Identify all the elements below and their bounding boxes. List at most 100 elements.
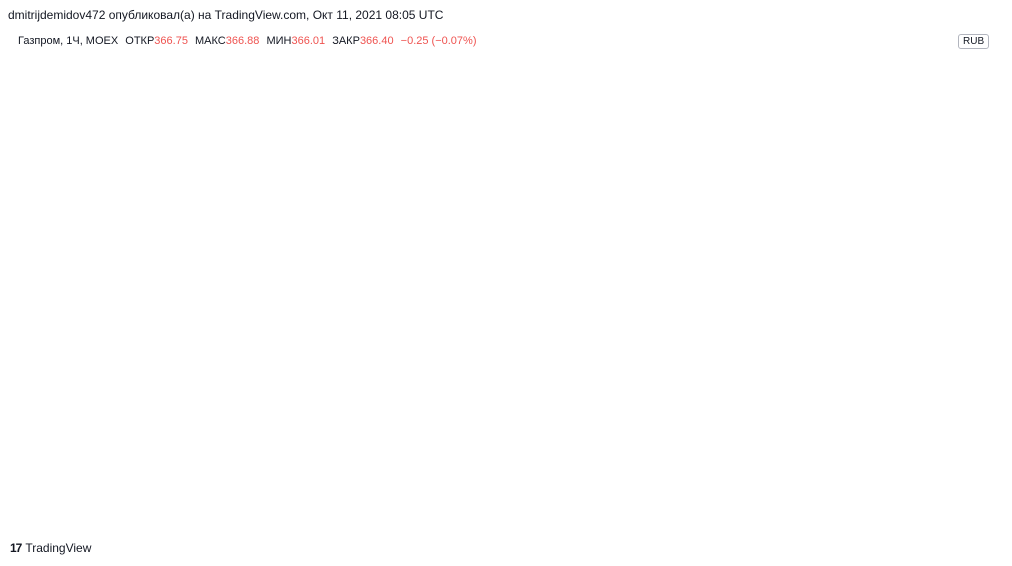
candle-body	[608, 346, 616, 349]
time-tick-label: 7	[549, 512, 555, 524]
close-value: 366.40	[359, 35, 394, 47]
candle-body	[552, 246, 560, 284]
candle-body	[440, 137, 448, 180]
session-break	[130, 28, 138, 502]
candle-body	[310, 240, 317, 247]
axis-price-label: 54:44	[959, 376, 988, 388]
candle-body	[254, 290, 261, 309]
price-tick-label: 356.00	[956, 446, 990, 458]
price-tick-label: 384.00	[956, 186, 990, 198]
candle-body	[665, 336, 672, 342]
open-label: ОТКР	[125, 35, 155, 47]
candle-body	[450, 80, 457, 83]
candle-body	[590, 221, 597, 224]
candle-body	[496, 159, 504, 201]
candle-body	[711, 297, 719, 313]
candle-body	[263, 271, 270, 291]
candle-body	[823, 339, 831, 344]
candle-body	[749, 307, 756, 309]
candle-body	[272, 244, 280, 272]
time-tick-label: 6	[410, 512, 416, 524]
price-tick-label: 380.00	[956, 223, 990, 235]
candle-body	[795, 326, 803, 332]
candle-body	[889, 330, 896, 349]
candle-body	[198, 327, 205, 329]
candle-body	[375, 173, 383, 178]
candle-body	[683, 331, 691, 338]
candle-body	[758, 307, 765, 339]
candle-body	[226, 330, 233, 336]
low-value: 366.01	[291, 35, 326, 47]
candle-body	[338, 198, 345, 200]
candle-body	[113, 390, 121, 397]
brand-footer[interactable]: 17 TradingView	[10, 541, 91, 555]
session-break	[548, 28, 556, 502]
candle-body	[721, 310, 728, 317]
candle-body	[57, 392, 65, 410]
currency-button[interactable]: RUB	[958, 34, 990, 49]
axis-price-label-box	[946, 340, 1000, 357]
symbol-legend: Газпром, 1Ч, MOEX ОТКР366.75 МАКС366.88 …	[18, 35, 477, 47]
candle-body	[571, 188, 579, 200]
candle-body	[48, 409, 56, 424]
candle-body	[580, 188, 588, 212]
candle-body	[627, 330, 635, 358]
publisher-line: dmitrijdemidov472 опубликовал(а) на Trad…	[8, 8, 444, 22]
candle-body	[216, 328, 224, 334]
symbol-title[interactable]: Газпром, 1Ч, MOEX	[18, 35, 119, 47]
candle-body	[833, 339, 840, 345]
candle-body	[777, 324, 784, 329]
session-break	[686, 28, 694, 502]
candle-body	[85, 396, 93, 410]
candle-body	[478, 159, 485, 173]
candle-body	[291, 255, 298, 261]
annotation-arrow	[505, 429, 561, 507]
axis-price-label: 366.40	[956, 363, 990, 375]
candle-body	[842, 343, 850, 345]
candle-body	[347, 194, 355, 199]
candle-body	[814, 334, 822, 344]
candle-body	[879, 345, 887, 352]
session-break	[825, 28, 833, 502]
close-label: ЗАКР	[332, 35, 360, 47]
candle-body	[562, 199, 569, 247]
candle-body	[160, 337, 168, 368]
price-tick-label: 368.00	[956, 334, 990, 346]
candle-body	[898, 350, 906, 355]
candle-body	[786, 324, 794, 332]
candle-body	[646, 334, 653, 339]
axis-price-label: 369.21	[956, 344, 990, 356]
candle-body	[767, 328, 775, 339]
highlight-circle	[532, 339, 608, 415]
time-tick-label: 11	[823, 512, 834, 524]
session-break	[409, 28, 417, 502]
candle-body	[366, 173, 373, 193]
price-tick-label: 376.00	[956, 260, 990, 272]
candle-body	[861, 337, 868, 344]
price-tick-label: 372.00	[956, 297, 990, 309]
price-tick-label: 364.00	[956, 372, 990, 384]
candle-body	[515, 199, 523, 226]
open-value: 366.75	[154, 35, 188, 47]
price-tick-label: 360.00	[956, 409, 990, 421]
time-tick-label: 8	[687, 512, 693, 524]
candle-body	[384, 173, 392, 178]
candle-body	[394, 173, 401, 176]
candle-body	[356, 192, 364, 195]
candle-body	[235, 314, 242, 331]
high-value: 366.88	[225, 35, 260, 47]
candle-body	[132, 385, 140, 387]
candle-body	[207, 328, 214, 330]
candle-body	[599, 209, 607, 347]
candle-body	[487, 158, 495, 173]
candle-body	[543, 250, 551, 282]
price-tick-label: 352.00	[956, 483, 990, 495]
candle-body	[300, 255, 308, 264]
time-tick-label: 5	[270, 512, 276, 524]
candle-body	[11, 430, 18, 437]
tradingview-logo-icon: 17	[10, 541, 22, 555]
candle-body	[524, 227, 532, 293]
candle-body	[39, 423, 46, 435]
candle-body	[730, 310, 737, 316]
